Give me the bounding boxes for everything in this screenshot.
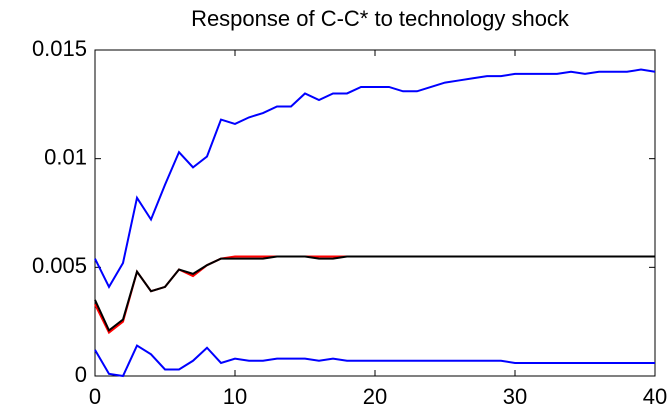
- y-tick-label: 0.005: [32, 253, 87, 278]
- x-tick-label: 30: [503, 384, 527, 409]
- y-tick-label: 0: [75, 362, 87, 387]
- series-line: [94, 255, 655, 335]
- plot-frame: [94, 49, 656, 377]
- series-line: [94, 344, 655, 378]
- y-tick-label: 0.01: [44, 144, 87, 169]
- y-tick-label: 0.015: [32, 36, 87, 61]
- x-tick-label: 10: [223, 384, 247, 409]
- series-line: [94, 68, 656, 289]
- x-tick-label: 40: [643, 384, 667, 409]
- series-line: [94, 255, 655, 332]
- chart-title: Response of C-C* to technology shock: [191, 6, 570, 31]
- x-tick-label: 20: [363, 384, 387, 409]
- x-tick-label: 0: [89, 384, 101, 409]
